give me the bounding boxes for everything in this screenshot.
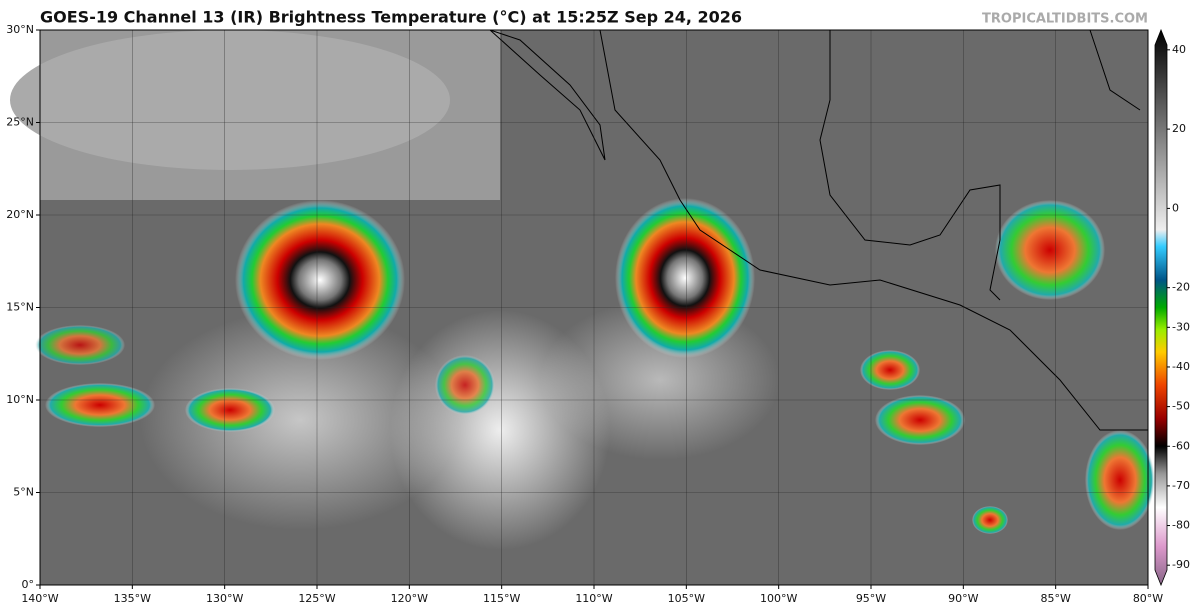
x-tick-label: 100°W (760, 592, 797, 605)
y-tick-label: 10°N (6, 393, 34, 406)
colorbar-label: -20 (1172, 281, 1190, 294)
x-tick-label: 90°W (948, 592, 978, 605)
x-tick-label: 130°W (206, 592, 243, 605)
colorbar-label: -60 (1172, 439, 1190, 452)
colorbar-label: 0 (1172, 201, 1179, 214)
colorbar-label: -30 (1172, 320, 1190, 333)
source: TROPICALTIDBITS.COM (982, 12, 1148, 27)
x-tick-label: 135°W (114, 592, 151, 605)
colorbar-label: 20 (1172, 122, 1186, 135)
colorbar-label: 40 (1172, 43, 1186, 56)
y-tick-label: 25°N (6, 116, 34, 129)
x-tick-label: 85°W (1040, 592, 1070, 605)
x-tick-label: 125°W (298, 592, 335, 605)
colorbar-label: -40 (1172, 360, 1190, 373)
colorbar: 40 20 0 -20 -30 -40 -50 -60 -70 -80 -90 (1154, 28, 1190, 587)
colorbar-label: -50 (1172, 400, 1190, 413)
x-tick-label: 110°W (575, 592, 612, 605)
x-tick-label: 140°W (21, 592, 58, 605)
y-tick-label: 15°N (6, 301, 34, 314)
coastlines (489, 29, 1148, 431)
colorbar-bar (1154, 28, 1168, 587)
colorbar-label: -70 (1172, 479, 1190, 492)
x-tick-label: 95°W (856, 592, 886, 605)
colorbar-label: -80 (1172, 519, 1190, 532)
map-frame (39, 29, 1149, 586)
y-tick-label: 0° (22, 578, 35, 591)
x-tick-label: 105°W (668, 592, 705, 605)
title: GOES-19 Channel 13 (IR) Brightness Tempe… (40, 8, 742, 27)
x-tick-label: 115°W (483, 592, 520, 605)
x-tick-label: 80°W (1133, 592, 1163, 605)
colorbar-label: -90 (1172, 558, 1190, 571)
y-tick-label: 30°N (6, 23, 34, 36)
y-tick-label: 20°N (6, 208, 34, 221)
y-tick-label: 5°N (13, 486, 34, 499)
x-tick-label: 120°W (391, 592, 428, 605)
